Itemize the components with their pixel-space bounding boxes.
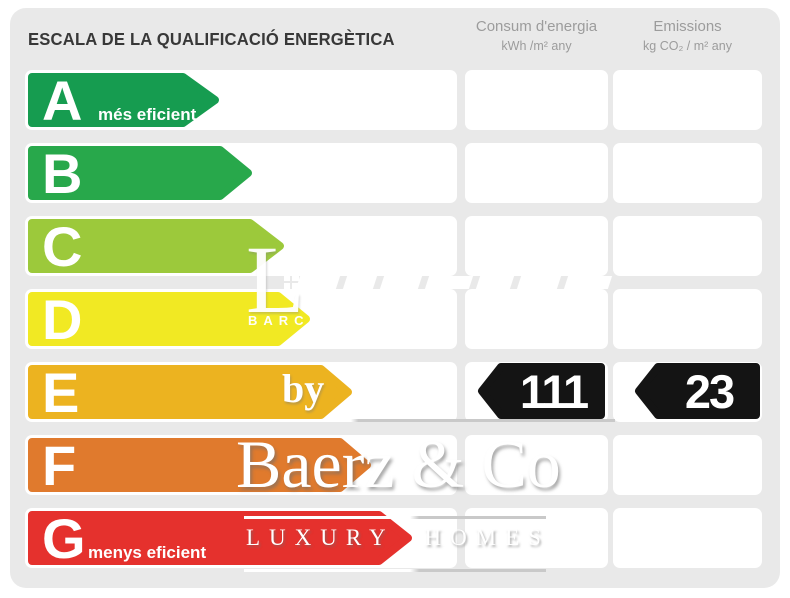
consum-cell: [465, 143, 608, 203]
rating-sublabel-g: menys eficient: [88, 543, 207, 562]
rating-arrow-c: [28, 219, 284, 273]
emissions-value: 23: [684, 365, 735, 418]
watermark-rule-top: [244, 516, 546, 519]
rating-arrow-e: [28, 365, 352, 419]
watermark-brand: Baerz & Co: [236, 426, 561, 502]
consum-cell: [465, 289, 608, 349]
watermark-by-underline: [243, 419, 615, 422]
rating-letter-g: G: [42, 507, 86, 570]
watermark-rule-bottom: [244, 569, 546, 572]
emissions-value-arrow: 23: [613, 361, 762, 421]
column-header-emissions: Emissions kg CO₂ / m² any: [613, 17, 762, 55]
consum-value-arrow: 111: [465, 361, 608, 421]
rating-sublabel-a: més eficient: [98, 105, 197, 124]
emissions-cell: [613, 435, 762, 495]
emissions-cell: [613, 70, 762, 130]
emissions-header-label: Emissions: [653, 18, 722, 35]
rating-letter-a: A: [42, 69, 83, 132]
watermark-skyline: [284, 276, 613, 289]
scale-row-f: F: [10, 434, 780, 497]
consum-header-label: Consum d'energia: [475, 18, 598, 35]
emissions-cell: [613, 143, 762, 203]
scale-row-a: A més eficient: [10, 69, 780, 132]
emissions-cell: [613, 216, 762, 276]
consum-header-unit: kWh /m² any: [501, 39, 572, 53]
watermark-by: by: [282, 366, 325, 411]
consum-cell: [465, 216, 608, 276]
consum-cell: [465, 435, 608, 495]
rating-letter-c: C: [42, 215, 83, 278]
rating-letter-d: D: [42, 288, 83, 351]
rating-letter-e: E: [42, 361, 80, 424]
scale-row-b: B: [10, 142, 780, 205]
rating-arrow-f: [28, 438, 371, 492]
rating-arrow-a: [28, 73, 219, 127]
rating-arrow-g: [28, 511, 412, 565]
consum-value: 111: [519, 365, 589, 418]
rating-arrow-d: [28, 292, 310, 346]
consum-cell: [465, 70, 608, 130]
rating-arrow-b: [28, 146, 252, 200]
watermark-city-label: BARCELONA: [248, 313, 386, 328]
watermark-tagline: LUXURY HOMES: [246, 525, 550, 550]
column-header-consum: Consum d'energia kWh /m² any: [465, 17, 608, 55]
emissions-cell: [613, 508, 762, 568]
scale-row-d: D: [10, 288, 780, 351]
scale-row-c: C: [10, 215, 780, 278]
rating-letter-f: F: [42, 434, 77, 497]
emissions-cell: [613, 289, 762, 349]
certificate-card: ESCALA DE LA QUALIFICACIÓ ENERGÈTICA Con…: [10, 8, 780, 588]
window-icon: [284, 276, 299, 289]
rating-letter-b: B: [42, 142, 83, 205]
page-title: ESCALA DE LA QUALIFICACIÓ ENERGÈTICA: [28, 29, 395, 49]
left-arrow-shape: [635, 363, 760, 419]
left-arrow-shape: [478, 363, 605, 419]
emissions-header-unit: kg CO₂ / m² any: [643, 39, 732, 53]
